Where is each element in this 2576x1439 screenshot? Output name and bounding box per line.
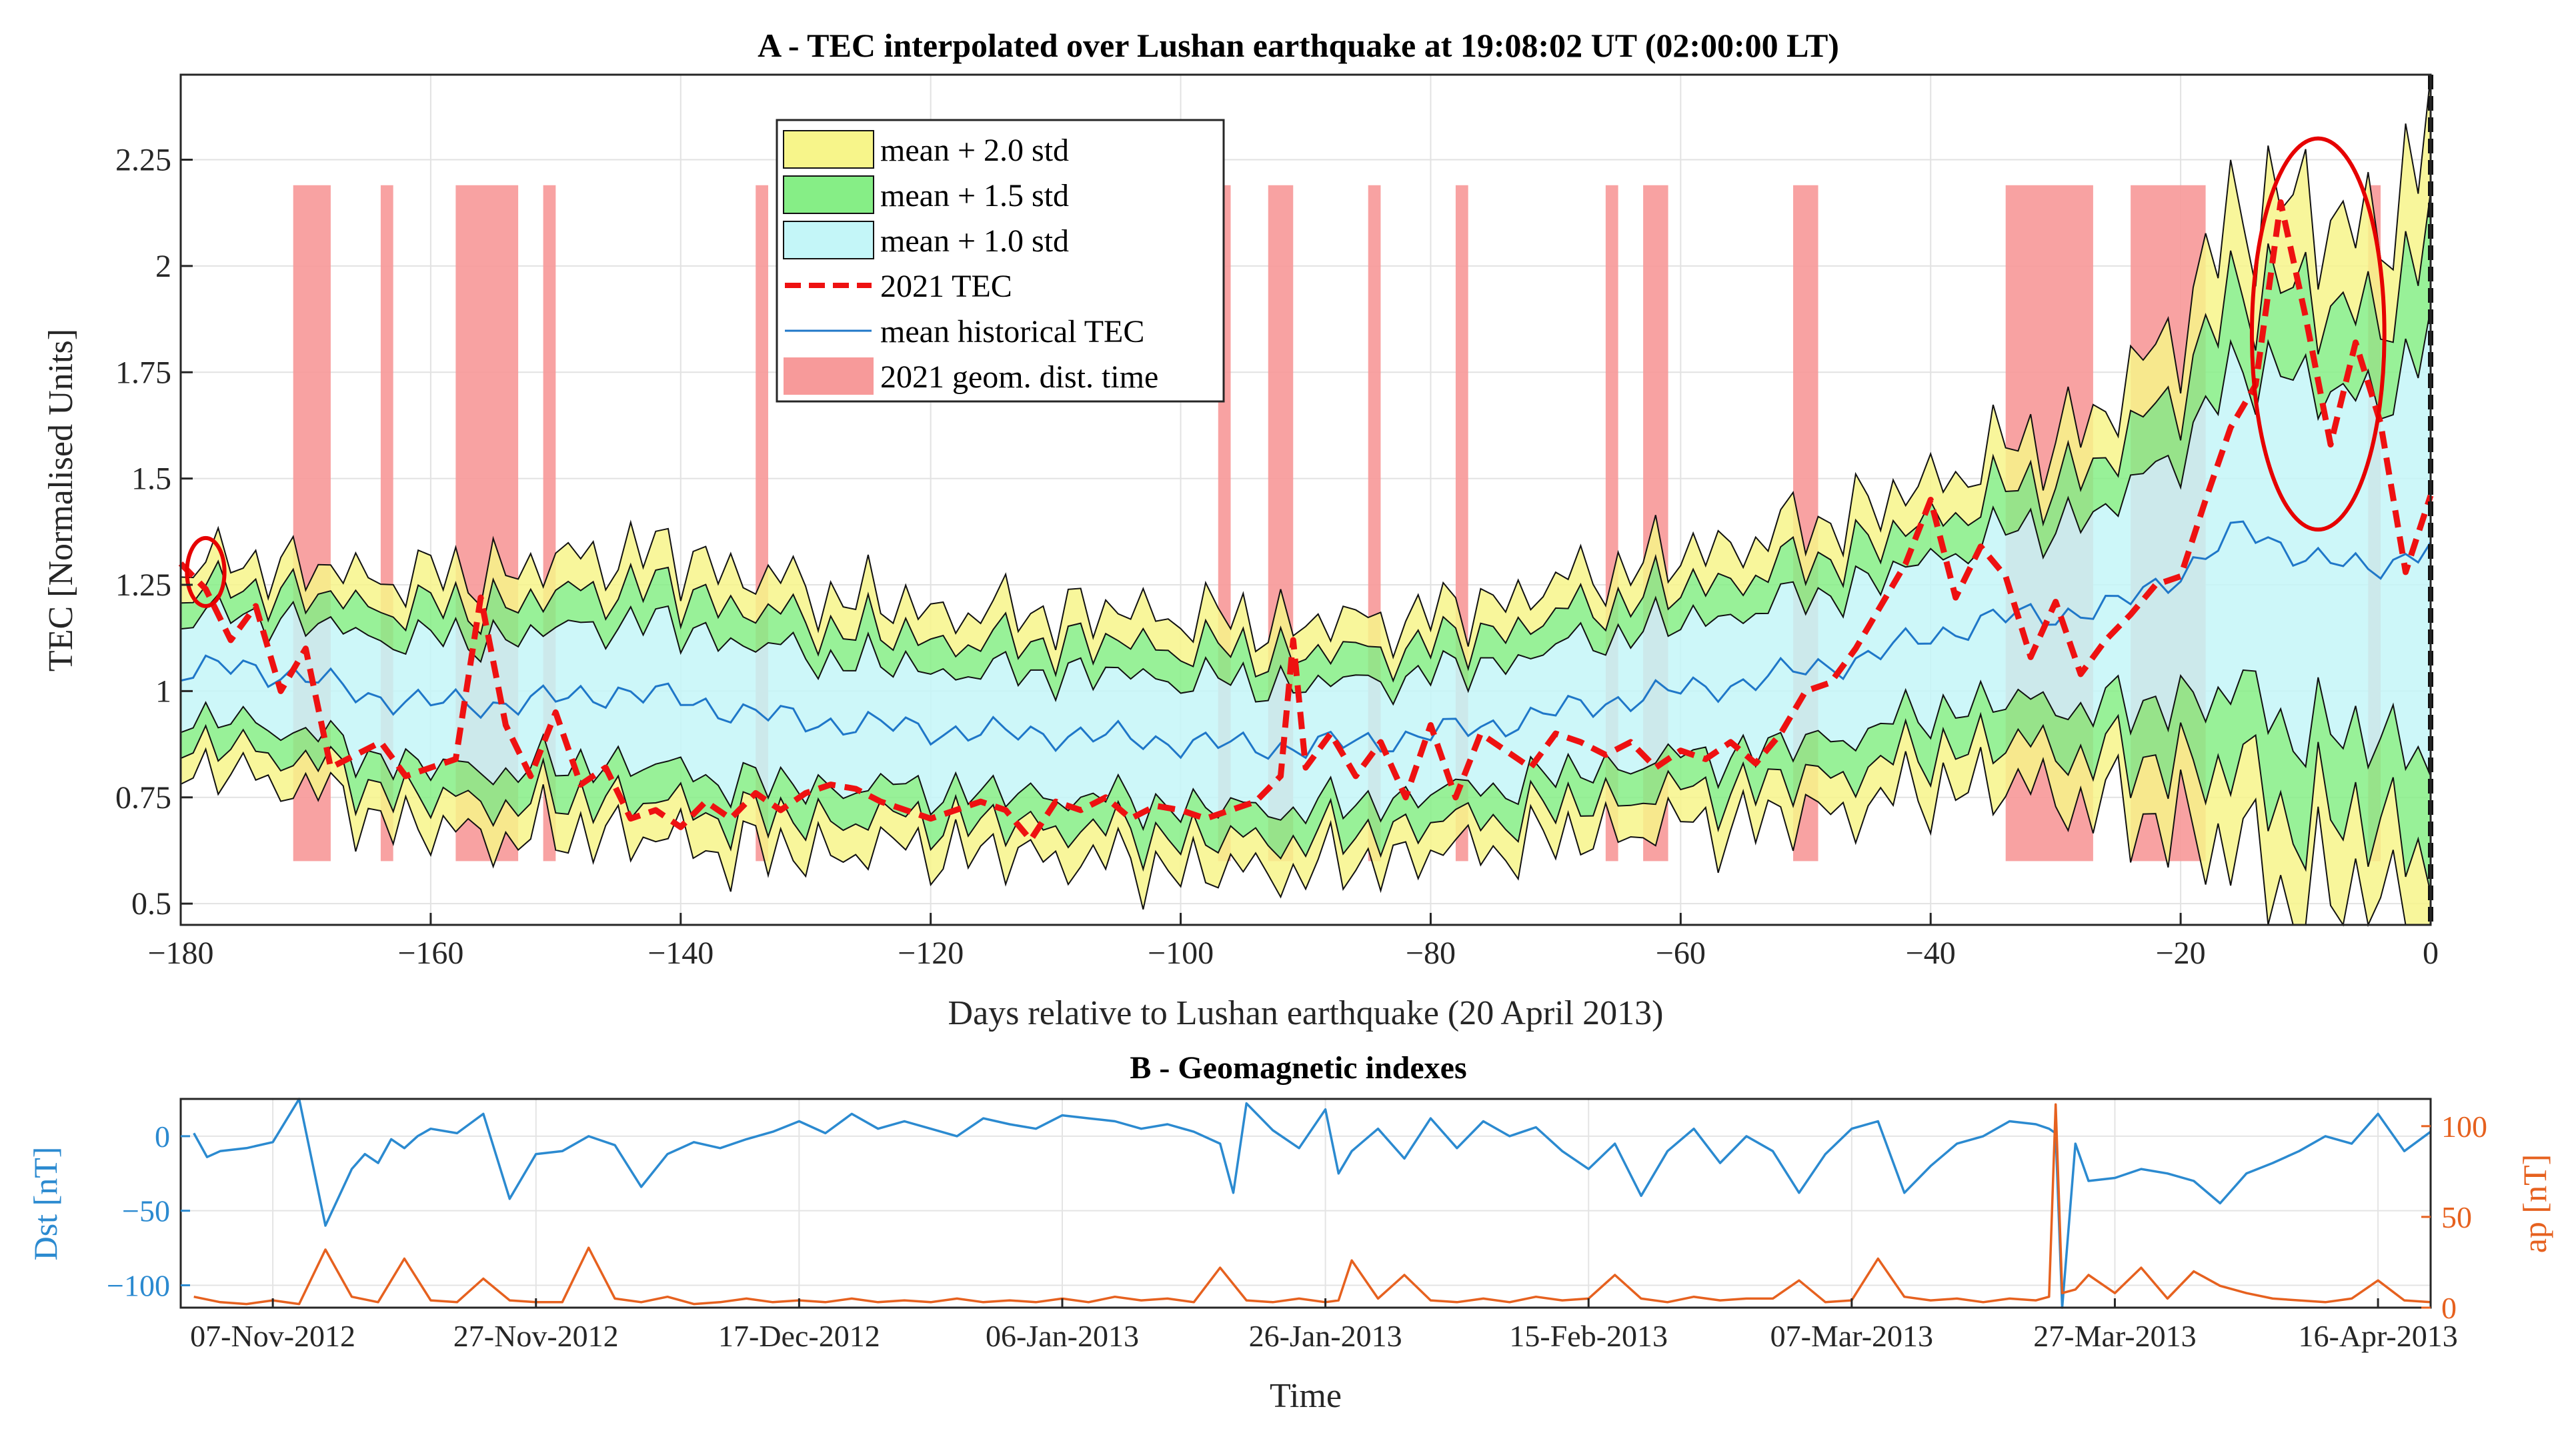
- chart-a-band-2std-upper: [181, 75, 2431, 681]
- chart-a-legend-label: mean + 2.0 std: [880, 133, 1069, 168]
- chart-a-xlabel: Days relative to Lushan earthquake (20 A…: [948, 994, 1664, 1032]
- chart-a-y-tick-label: 0.5: [131, 886, 171, 922]
- panel-a: A - TEC interpolated over Lushan earthqu…: [42, 27, 2439, 1032]
- chart-b-ylabel-left: Dst [nT]: [27, 1147, 64, 1261]
- chart-b-xlabel: Time: [1270, 1377, 1342, 1415]
- chart-b-series-ap: [193, 1103, 2431, 1306]
- chart-a-axes-box: [179, 73, 2432, 926]
- chart-a-band-1std: [181, 308, 2431, 830]
- chart-b-y-tick-label-left: −50: [122, 1194, 170, 1228]
- chart-b-x-tick-label: 15-Feb-2013: [1509, 1319, 1668, 1353]
- chart-a-mean-historical-line: [180, 520, 2432, 760]
- chart-a-legend-label: mean + 1.0 std: [880, 223, 1069, 259]
- chart-b-title: B - Geomagnetic indexes: [1130, 1050, 1466, 1086]
- chart-a-x-tick-label: −40: [1906, 936, 1956, 971]
- chart-b-plot-bg: [181, 1099, 2431, 1308]
- chart-b-x-tick-label: 07-Nov-2012: [190, 1319, 355, 1353]
- chart-a-y-tick-label: 1.5: [131, 461, 171, 497]
- chart-a-y-tick-label: 1: [155, 673, 171, 709]
- chart-a-title: A - TEC interpolated over Lushan earthqu…: [758, 27, 1839, 64]
- chart-b-x-tick-label: 27-Mar-2013: [2033, 1319, 2196, 1353]
- chart-a-legend-label: mean historical TEC: [880, 314, 1144, 349]
- chart-a-band-1-5std-lower: [181, 669, 2431, 894]
- chart-b-x-tick-label: 26-Jan-2013: [1249, 1319, 1402, 1353]
- chart-a-x-tick-label: −120: [898, 936, 964, 971]
- chart-b-axes-box: [179, 1098, 2432, 1309]
- chart-a-legend-swatch: [783, 130, 874, 169]
- chart-a-y-tick-label: 2.25: [115, 143, 171, 178]
- chart-b-y-tick-label-right: 50: [2441, 1200, 2472, 1234]
- chart-b-y-tick-label-right: 100: [2441, 1110, 2487, 1144]
- chart-a-band-edge: [180, 747, 2431, 928]
- chart-a-tec-2021-line: [178, 199, 2434, 843]
- chart-a-x-tick-label: −80: [1406, 936, 1456, 971]
- chart-a-legend: mean + 2.0 std mean + 1.5 std mean + 1.0 s…: [776, 119, 1225, 403]
- chart-a-x-tick-label: −140: [648, 936, 714, 971]
- chart-a-band-edge: [180, 308, 2431, 706]
- chart-a-legend-swatch: [783, 221, 874, 259]
- chart-a-legend-label: mean + 1.5 std: [880, 178, 1069, 213]
- chart-b-x-tick-label: 27-Nov-2012: [453, 1319, 619, 1353]
- chart-b-ticks: 07-Nov-2012 27-Nov-2012 17-Dec-2012 06-Jan-…: [107, 1110, 2487, 1353]
- chart-b-x-tick-label: 06-Jan-2013: [986, 1319, 1139, 1353]
- chart-a-legend-label: 2021 TEC: [880, 269, 1012, 304]
- chart-a-x-tick-label: −160: [397, 936, 463, 971]
- chart-a-ticks: −180 −160 −140 −120 −100 −80 −60 −40 −20 0 0.5 0.75…: [115, 143, 2439, 972]
- chart-a-ylabel: TEC [Normalised Units]: [42, 329, 80, 671]
- chart-b-x-tick-label: 07-Mar-2013: [1770, 1319, 1933, 1353]
- chart-b-x-tick-label: 17-Dec-2012: [718, 1319, 880, 1353]
- chart-b-y-tick-label-left: 0: [155, 1120, 170, 1154]
- chart-a-legend-label: 2021 geom. dist. time: [880, 359, 1158, 395]
- chart-a-y-tick-label: 0.75: [115, 780, 171, 816]
- chart-a-y-tick-label: 2: [155, 249, 171, 284]
- chart-a-band-edge: [180, 191, 2431, 683]
- chart-a-band-edge: [180, 74, 2431, 660]
- chart-a-x-tick-label: −20: [2156, 936, 2206, 971]
- chart-a-legend-swatch: [783, 175, 874, 214]
- chart-a-x-tick-label: 0: [2423, 936, 2439, 971]
- chart-a-y-tick-label: 1.25: [115, 567, 171, 603]
- chart-a-x-tick-label: −100: [1148, 936, 1214, 971]
- chart-a-band-edge: [180, 669, 2431, 832]
- chart-b-lines: [193, 1098, 2432, 1309]
- chart-a-x-tick-label: −180: [147, 936, 213, 971]
- chart-b-y-tick-label-left: −100: [107, 1268, 170, 1302]
- chart-a-y-tick-label: 1.75: [115, 355, 171, 390]
- chart-a-band-edge: [180, 711, 2431, 894]
- chart-a-legend-swatch: [784, 357, 874, 395]
- panel-b: B - Geomagnetic indexes 07-Nov-2012 27-No…: [27, 1050, 2553, 1415]
- chart-a-anomaly-circle: [185, 535, 227, 608]
- chart-a-x-tick-label: −60: [1656, 936, 1706, 971]
- chart-b-x-tick-label: 16-Apr-2013: [2298, 1319, 2457, 1353]
- chart-b-ylabel-right: ap [nT]: [2516, 1154, 2553, 1254]
- chart-b-y-tick-label-right: 0: [2441, 1291, 2457, 1325]
- chart-a-anomaly-circle: [2249, 136, 2387, 532]
- chart-a-lines: [178, 199, 2434, 843]
